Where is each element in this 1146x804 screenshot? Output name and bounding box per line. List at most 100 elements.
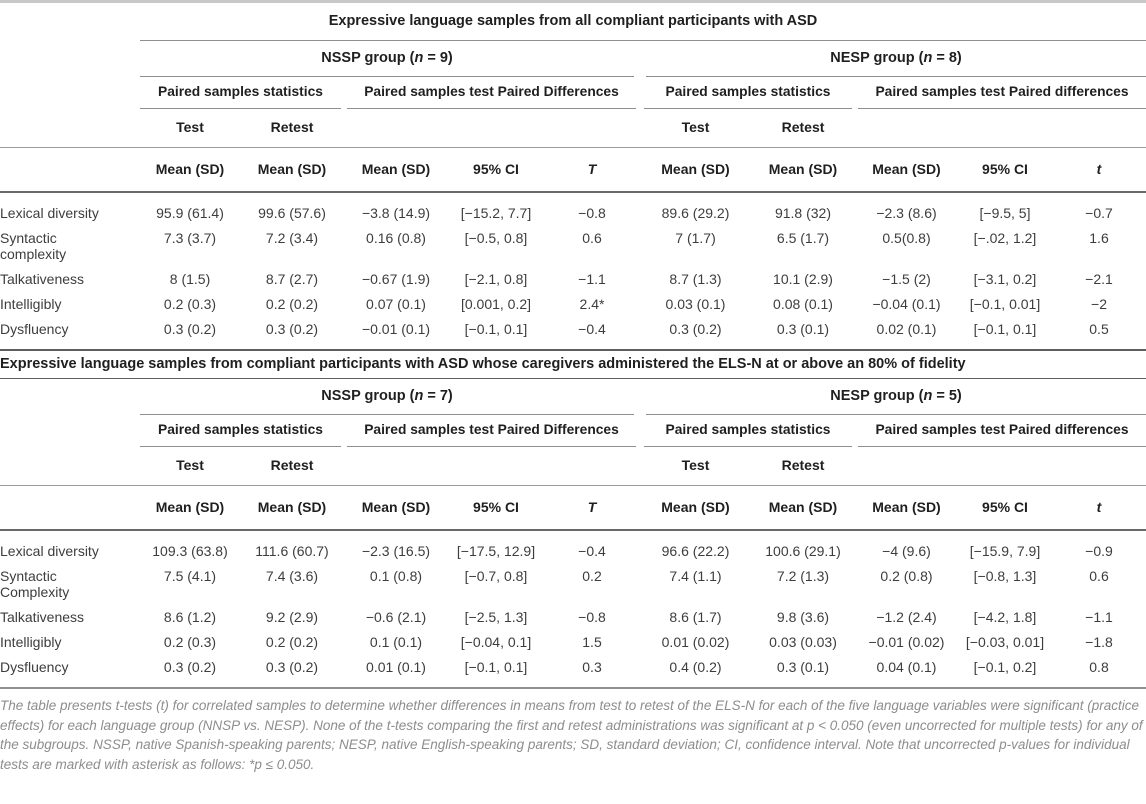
cell: [−2.1, 0.8] [464, 271, 528, 287]
cell: [−0.04, 0.1] [460, 634, 532, 650]
col-header-retest: Retest [270, 457, 314, 473]
cell: 7.2 (3.4) [265, 230, 319, 246]
row-label: Lexical diversity [0, 543, 99, 559]
col-header-mean-sd: Mean (SD) [640, 485, 751, 531]
col-header-ci: 95% CI [958, 485, 1052, 531]
col-header-mean-sd: Mean (SD) [140, 147, 240, 193]
cell: [−15.2, 7.7] [460, 205, 532, 221]
cell: 0.2 (0.2) [265, 296, 319, 312]
cell: 0.6 [582, 230, 602, 246]
section1-nssp-group-header: NSSP group (n = 9) [140, 41, 640, 77]
cell: 0.04 (0.1) [855, 655, 958, 689]
col-header-test: Test [681, 457, 710, 473]
stub-spacer [0, 147, 140, 193]
section1-title-row: Expressive language samples from all com… [0, 1, 1146, 41]
row-label: Dysfluency [0, 655, 140, 689]
col-header-mean-sd: Mean (SD) [640, 147, 751, 193]
section2-test-retest-row: Test Retest Test Retest [0, 447, 1146, 486]
cell: 0.3 (0.2) [163, 321, 217, 337]
col-header-t: t [1052, 485, 1146, 531]
cell: 0.1 (0.8) [369, 568, 423, 584]
nesp-stats-header: Paired samples statistics [640, 415, 855, 447]
col-header-t: T [544, 147, 640, 193]
section1-measure-header-row: Mean (SD) Mean (SD) Mean (SD) 95% CI T M… [0, 147, 1146, 193]
cell: 0.8 [1052, 655, 1146, 689]
cell: −0.8 [578, 205, 606, 221]
section2-nesp-group-header: NESP group (n = 5) [640, 379, 1146, 415]
cell: [−0.03, 0.01] [965, 634, 1045, 650]
group-label: NESP group ( [830, 50, 924, 66]
row-label: Lexical diversity [0, 205, 99, 221]
col-header-mean-sd: Mean (SD) [240, 485, 344, 531]
col-header-mean-sd: Mean (SD) [344, 485, 448, 531]
stub-spacer [0, 41, 140, 78]
group-label: NSSP group ( [321, 50, 415, 66]
cell: −2.3 (16.5) [361, 543, 431, 559]
group-label: NESP group ( [830, 388, 924, 404]
n-variable: n [923, 388, 933, 404]
cell: [−0.7, 0.8] [464, 568, 528, 584]
col-header-ci: 95% CI [958, 147, 1052, 193]
nesp-differences-header: Paired samples test Paired differences [855, 415, 1146, 447]
col-header-ci: 95% CI [448, 147, 544, 193]
cell: −1.2 (2.4) [876, 609, 937, 625]
group-label: = 5) [932, 388, 962, 404]
table-row: Syntactic Complexity 7.5 (4.1) 7.4 (3.6)… [0, 564, 1146, 605]
cell: 0.2 (0.2) [265, 634, 319, 650]
cell: 0.5(0.8) [882, 230, 931, 246]
stub-spacer [0, 485, 140, 531]
nssp-stats-header: Paired samples statistics [140, 77, 344, 109]
section2-subheader-row: Paired samples statistics Paired samples… [0, 415, 1146, 447]
table-row: Dysfluency 0.3 (0.2) 0.3 (0.2) −0.01 (0.… [0, 317, 1146, 350]
section2-group-row: NSSP group (n = 7) NESP group (n = 5) [0, 379, 1146, 415]
cell: 0.07 (0.1) [366, 296, 426, 312]
table-row: Syntactic complexity 7.3 (3.7) 7.2 (3.4)… [0, 226, 1146, 267]
col-header-test: Test [176, 457, 204, 473]
cell: [−2.5, 1.3] [464, 609, 528, 625]
cell: −1.1 [1085, 609, 1113, 625]
section1-test-retest-row: Test Retest Test Retest [0, 109, 1146, 148]
col-header-retest: Retest [781, 457, 825, 473]
section1-nesp-group-header: NESP group (n = 8) [640, 41, 1146, 77]
section1-title: Expressive language samples from all com… [328, 13, 818, 29]
cell: −0.04 (0.1) [872, 296, 941, 312]
cell: 0.3 (0.1) [776, 321, 830, 337]
cell: 2.4* [579, 296, 605, 312]
cell: [−0.8, 1.3] [973, 568, 1037, 584]
cell: 111.6 (60.7) [255, 543, 329, 559]
stub-spacer [0, 447, 140, 486]
n-variable: n [414, 50, 424, 66]
cell: −0.7 [1085, 205, 1113, 221]
cell: 8.7 (2.7) [265, 271, 319, 287]
stub-spacer [0, 415, 140, 447]
cell: 0.6 [1089, 568, 1109, 584]
col-header-t: t [1052, 147, 1146, 193]
cell: 0.01 (0.02) [661, 634, 730, 650]
cell: 100.6 (29.1) [765, 543, 841, 559]
cell: 0.2 [582, 568, 602, 584]
cell: 89.6 (29.2) [661, 205, 730, 221]
col-header-mean-sd: Mean (SD) [855, 147, 958, 193]
stub-spacer [0, 77, 140, 109]
section2-nssp-group-header: NSSP group (n = 7) [140, 379, 640, 415]
n-variable: n [923, 50, 933, 66]
cell: 99.6 (57.6) [258, 205, 326, 221]
nssp-stats-header: Paired samples statistics [140, 415, 344, 447]
cell: 6.5 (1.7) [776, 230, 830, 246]
table-footnote: The table presents t-tests (t) for corre… [0, 698, 1143, 772]
cell: 96.6 (22.2) [661, 543, 730, 559]
cell: −4 (9.6) [882, 543, 931, 559]
cell: −3.8 (14.9) [361, 205, 431, 221]
nssp-differences-header: Paired samples test Paired Differences [344, 415, 640, 447]
section1-subheader-row: Paired samples statistics Paired samples… [0, 77, 1146, 109]
group-label: = 9) [423, 50, 453, 66]
row-label: Syntactic Complexity [0, 568, 70, 600]
stub-spacer [0, 109, 140, 148]
cell: 9.8 (3.6) [776, 609, 830, 625]
cell: [−0.5, 0.8] [464, 230, 528, 246]
group-label: NSSP group ( [321, 388, 415, 404]
cell: 0.2 (0.3) [163, 634, 217, 650]
cell: 0.03 (0.1) [665, 296, 726, 312]
spacer-cell [344, 447, 640, 486]
cell: [−0.1, 0.1] [464, 321, 528, 337]
